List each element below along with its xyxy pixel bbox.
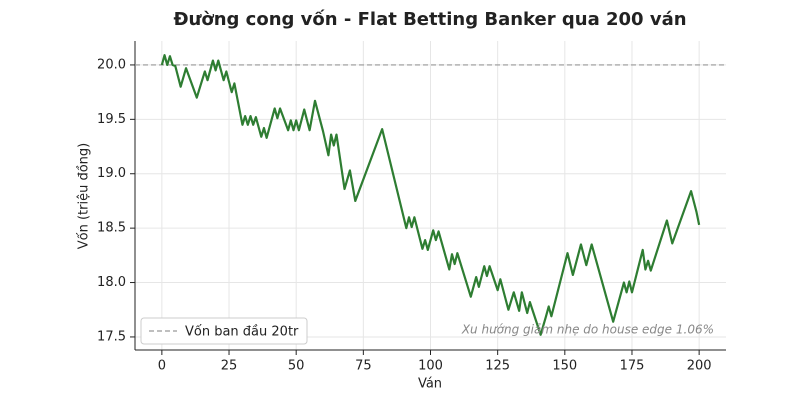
- legend-box: [140, 317, 308, 345]
- line-series: [160, 54, 701, 336]
- y-tick-label: 20.0: [97, 57, 126, 72]
- y-tick-label: 18.0: [97, 275, 126, 290]
- x-axis-label: Ván: [418, 377, 442, 392]
- y-axis-label: Vốn (triệu đồng): [77, 143, 92, 249]
- x-tick-label: 0: [158, 359, 166, 374]
- y-tick-label: 18.5: [97, 221, 126, 236]
- legend-label: Vốn ban đầu 20tr: [185, 325, 299, 340]
- y-tick-label: 17.5: [97, 329, 126, 344]
- y-tick-label: 19.5: [97, 112, 126, 127]
- annotation: Xu hướng giảm nhẹ do house edge 1.06%: [461, 323, 714, 337]
- x-tick-label: 75: [355, 359, 372, 374]
- x-tick-label: 150: [552, 359, 577, 374]
- x-tick-label: 175: [620, 359, 645, 374]
- x-tick-label: 125: [485, 359, 510, 374]
- x-tick-label: 50: [288, 359, 305, 374]
- chart-title: Đường cong vốn - Flat Betting Banker qua…: [173, 9, 686, 30]
- x-tick-label: 100: [418, 359, 443, 374]
- x-tick-label: 25: [221, 359, 238, 374]
- x-tick-label: 200: [687, 359, 712, 374]
- y-tick-label: 19.0: [97, 166, 126, 181]
